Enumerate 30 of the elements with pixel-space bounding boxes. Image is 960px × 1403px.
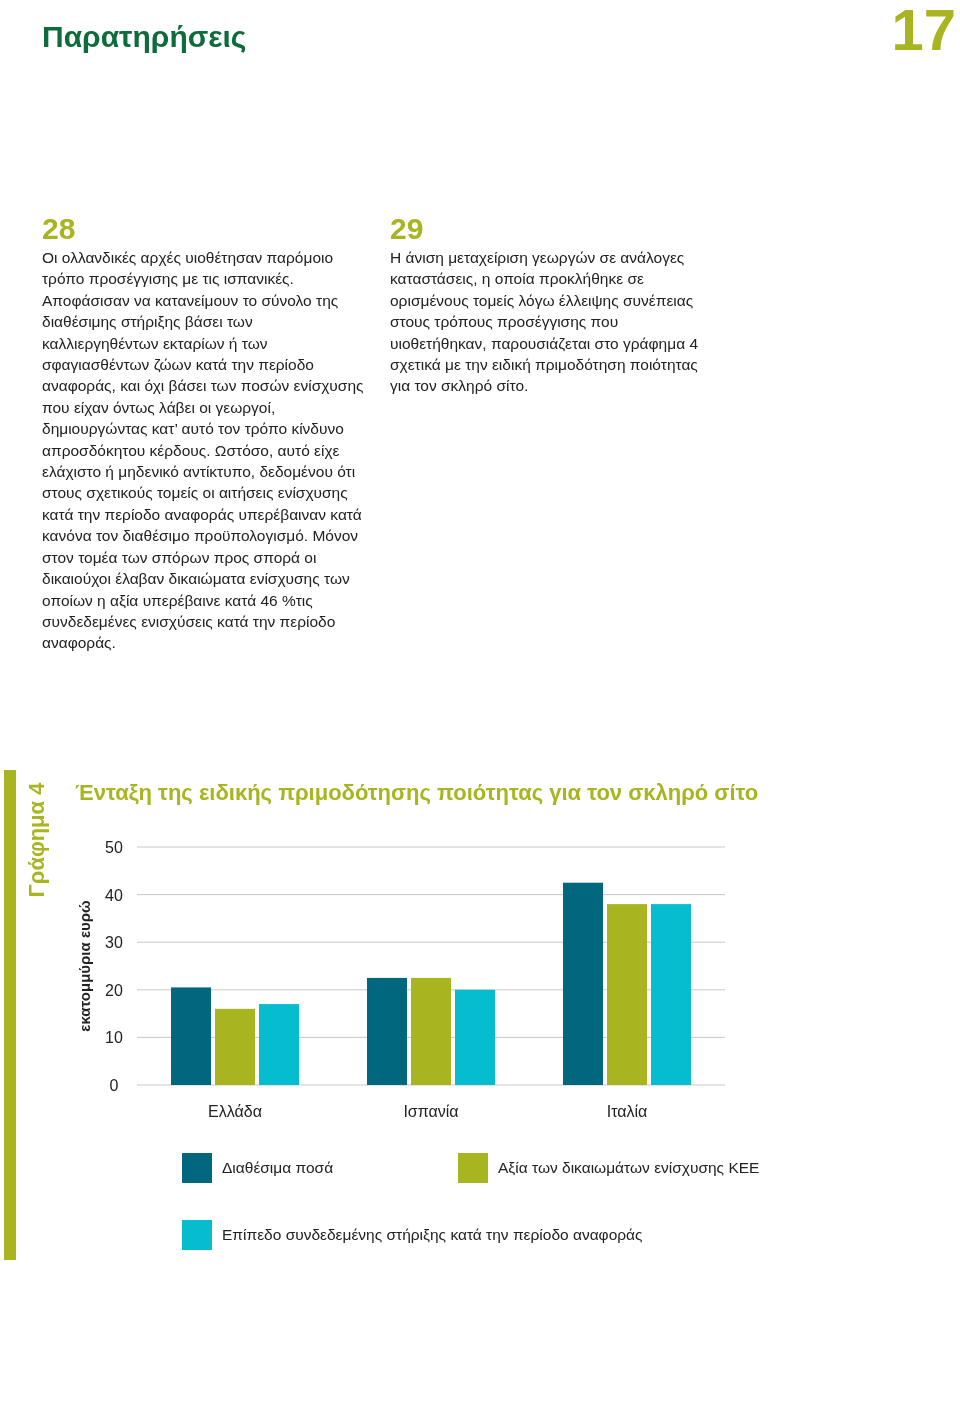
bar bbox=[171, 987, 211, 1085]
y-tick-label: 30 bbox=[105, 934, 123, 952]
text: 17 bbox=[891, 0, 956, 63]
y-tick-label: 0 bbox=[109, 1077, 119, 1094]
text: Η άνιση μεταχείριση γεωργών σε ανάλογες καταστάσεις, η οποία προκλήθηκε σε ορισμένους τομείς λόγω έλλειψης συνέπειας στους τρόπους προσέγγισης που υιοθετήθηκαν, παρουσιάζεται στο γράφημα 4 σχετικά με την ειδική πριμοδότηση ποιότητας για τον σκληρό σίτο. bbox=[390, 248, 700, 397]
bar bbox=[651, 904, 691, 1085]
x-tick-label: Ελλάδα bbox=[208, 1103, 262, 1120]
text: Παρατηρήσεις bbox=[42, 20, 247, 54]
bar bbox=[259, 1004, 299, 1085]
bar bbox=[455, 989, 495, 1085]
legend-label: Επίπεδο συνδεδεμένης στήριξης κατά την περίοδο αναφοράς bbox=[222, 1226, 643, 1243]
x-tick-label: Ιταλία bbox=[606, 1103, 648, 1120]
y-axis-title: εκατομμύρια ευρώ bbox=[76, 899, 93, 1032]
y-tick-label: 40 bbox=[105, 886, 123, 904]
bar bbox=[367, 977, 407, 1085]
y-tick-label: 10 bbox=[105, 1029, 123, 1047]
text: Γράφημα 4 bbox=[24, 781, 49, 898]
bar bbox=[411, 977, 451, 1085]
bar bbox=[607, 904, 647, 1085]
x-tick-label: Ισπανία bbox=[403, 1103, 459, 1120]
legend-label: Αξία των δικαιωμάτων ενίσχυσης ΚΕΕ bbox=[498, 1159, 760, 1176]
legend-label: Διαθέσιμα ποσά bbox=[222, 1159, 334, 1176]
text: 28 bbox=[42, 212, 76, 246]
y-tick-label: 50 bbox=[105, 839, 123, 856]
bar bbox=[563, 882, 603, 1085]
y-tick-label: 20 bbox=[105, 981, 123, 999]
bar bbox=[215, 1008, 255, 1085]
text: Οι ολλανδικές αρχές υιοθέτησαν παρόμοιο τρόπο προσέγγισης με τις ισπανικές. Αποφάσισαν να κατανείμουν το σύνολο της διαθέσιμης στήριξης βάσει των καλλιεργηθέντων εκταρίων ή των σφαγιασθέντων ζώων κατά την περίοδο αναφοράς, και όχι βάσει των ποσών ενίσχυσης που είχαν όντως λάβει οι γεωργοί, δημιουργώντας κατ’ αυτό τον τρόπο κίνδυνο απροσδόκητου κέρδους. Ωστόσο, αυτό είχε ελάχιστο ή μηδενικό αντίκτυπο, δεδομένου ότι στους σχετικούς τομείς οι αιτήσεις ενίσχυσης κατά την περίοδο αναφοράς υπερέβαιναν κατά κανόνα τον διαθέσιμο προϋπολογισμό. Μόνον στον τομέα των σπόρων προς σπορά οι δικαιούχοι έλαβαν δικαιώματα ενίσχυσης των οποίων η αξία υπερέβαινε κατά 46 %τις συνδεδεμένες ενισχύσεις κατά την περίοδο αναφοράς. bbox=[42, 249, 364, 652]
chart-title: Ένταξη της ειδικής πριμοδότησης ποιότητας για τον σκληρό σίτο bbox=[75, 780, 759, 805]
text: 29 bbox=[390, 212, 424, 246]
